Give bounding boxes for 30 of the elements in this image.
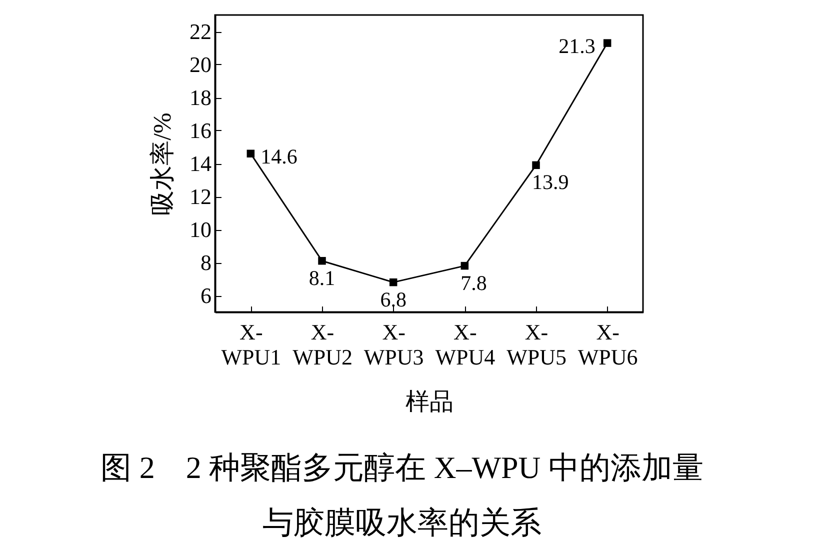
y-axis-title: 吸水率/% bbox=[148, 112, 176, 216]
text: 图 2 2 种聚酯多元醇在 X–WPU 中的添加量与胶膜吸水率的关系 bbox=[100, 449, 704, 542]
x-tick-label: X-WPU5 bbox=[506, 320, 566, 370]
data-label: 7.8 bbox=[460, 270, 487, 295]
x-axis-title: 样品 bbox=[406, 390, 454, 416]
y-tick-label: 14 bbox=[190, 151, 212, 176]
point bbox=[603, 39, 612, 47]
x-tick-label: X-WPU6 bbox=[578, 320, 638, 370]
y-tick-label: 20 bbox=[190, 52, 212, 77]
x-tick-label: X-WPU4 bbox=[435, 320, 496, 370]
y-tick-label: 10 bbox=[190, 217, 212, 242]
y-tick-label: 18 bbox=[190, 85, 212, 110]
point bbox=[318, 256, 326, 265]
point bbox=[460, 262, 469, 270]
y-tick-label: 22 bbox=[190, 19, 212, 44]
data-label: 14.6 bbox=[260, 144, 298, 169]
y-tick-label: 8 bbox=[200, 250, 212, 275]
data-label: 8.1 bbox=[308, 266, 336, 290]
data-label: 21.3 bbox=[558, 34, 596, 58]
x-tick-label: X-WPU1 bbox=[221, 320, 282, 370]
data-label: 13.9 bbox=[532, 170, 569, 194]
point bbox=[532, 161, 540, 170]
x-tick-label: X-WPU3 bbox=[364, 320, 424, 370]
y-tick-label: 12 bbox=[190, 184, 212, 209]
x-tick-label: X-WPU2 bbox=[292, 320, 352, 370]
point bbox=[246, 150, 255, 158]
data-label: 6.8 bbox=[380, 287, 406, 312]
y-tick-label: 16 bbox=[190, 118, 212, 143]
y-tick-label: 6 bbox=[200, 283, 212, 308]
point bbox=[389, 278, 398, 286]
